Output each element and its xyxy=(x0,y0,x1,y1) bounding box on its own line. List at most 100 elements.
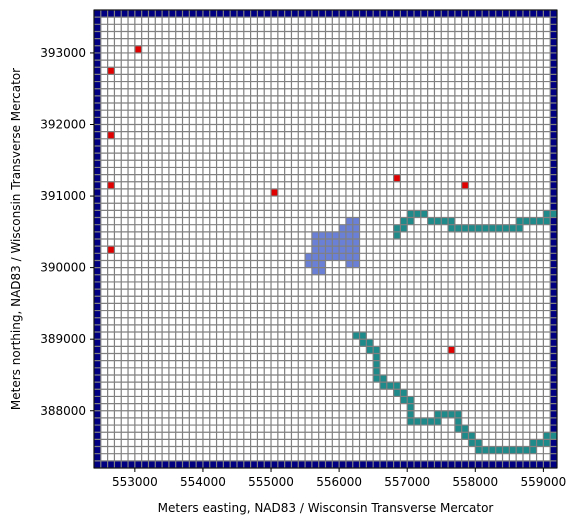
boundary-cell xyxy=(100,10,108,18)
boundary-cell xyxy=(94,110,101,118)
boundary-cell xyxy=(223,10,231,18)
boundary-cell xyxy=(448,460,455,468)
lake-cell xyxy=(318,267,326,275)
x-tick-label: 553000 xyxy=(112,475,158,489)
boundary-cell xyxy=(94,324,101,333)
boundary-cell xyxy=(550,45,557,53)
boundary-cell xyxy=(454,460,462,468)
y-axis-label: Meters northing, NAD83 / Wisconsin Trans… xyxy=(9,68,23,410)
boundary-cell xyxy=(550,145,557,154)
boundary-cell xyxy=(189,10,197,18)
boundary-cell xyxy=(94,260,101,268)
boundary-cell xyxy=(94,382,101,390)
boundary-cell xyxy=(94,153,101,161)
stream-cell xyxy=(502,446,510,454)
stream-cell xyxy=(468,224,476,232)
boundary-cell xyxy=(475,10,483,18)
boundary-cell xyxy=(94,224,101,232)
boundary-cell xyxy=(509,460,517,468)
stream-cell xyxy=(522,446,530,454)
boundary-cell xyxy=(277,10,285,18)
boundary-cell xyxy=(128,10,135,18)
stream-cell xyxy=(468,432,476,440)
boundary-cell xyxy=(311,460,319,468)
boundary-cell xyxy=(550,181,557,189)
boundary-cell xyxy=(94,281,101,290)
boundary-cell xyxy=(550,117,557,125)
lake-cell xyxy=(352,246,360,254)
boundary-cell xyxy=(94,389,101,397)
boundary-cell xyxy=(386,10,394,18)
lake-cell xyxy=(311,267,319,275)
y-tick-label: 390000 xyxy=(40,261,86,275)
boundary-cell xyxy=(550,153,557,161)
boundary-cell xyxy=(550,217,557,225)
boundary-cell xyxy=(345,460,353,468)
boundary-cell xyxy=(550,67,557,75)
boundary-cell xyxy=(550,231,557,239)
boundary-cell xyxy=(196,10,203,18)
boundary-cell xyxy=(550,60,557,68)
stream-cell xyxy=(434,417,442,426)
boundary-cell xyxy=(175,460,183,468)
boundary-cell xyxy=(420,10,428,18)
well-cell xyxy=(461,181,469,189)
boundary-cell xyxy=(550,317,557,325)
boundary-cell xyxy=(94,310,101,318)
boundary-cell xyxy=(550,224,557,232)
boundary-cell xyxy=(318,460,326,468)
stream-cell xyxy=(434,410,442,418)
boundary-cell xyxy=(550,95,557,104)
boundary-cell xyxy=(550,160,557,168)
boundary-cell xyxy=(550,17,557,25)
boundary-cell xyxy=(516,10,523,18)
boundary-cell xyxy=(448,10,455,18)
stream-cell xyxy=(393,382,401,390)
stream-cell xyxy=(448,224,455,232)
boundary-cell xyxy=(107,460,115,468)
stream-cell xyxy=(488,446,496,454)
boundary-cell xyxy=(379,10,387,18)
boundary-cell xyxy=(94,103,101,111)
lake-cell xyxy=(345,239,353,247)
stream-cell xyxy=(461,425,469,433)
y-axis: 388000 389000 390000 391000 392000 393000 xyxy=(40,46,94,418)
boundary-cell xyxy=(223,460,231,468)
boundary-cell xyxy=(148,10,156,18)
boundary-cell xyxy=(393,460,401,468)
boundary-cell xyxy=(468,10,476,18)
y-tick-label: 388000 xyxy=(40,404,86,418)
boundary-cell xyxy=(332,10,340,18)
boundary-cell xyxy=(94,374,101,383)
boundary-cell xyxy=(305,10,312,18)
x-tick-label: 559000 xyxy=(520,475,566,489)
boundary-cell xyxy=(543,460,551,468)
well-cell xyxy=(107,67,115,75)
stream-cell xyxy=(359,339,367,347)
boundary-cell xyxy=(94,17,101,25)
lake-cell xyxy=(352,239,360,247)
stream-cell xyxy=(454,425,462,433)
boundary-cell xyxy=(550,10,557,18)
boundary-cell xyxy=(236,10,244,18)
lake-cell xyxy=(345,246,353,254)
boundary-cell xyxy=(298,460,306,468)
boundary-cell xyxy=(339,10,346,18)
boundary-cell xyxy=(114,460,122,468)
stream-cell xyxy=(509,224,517,232)
stream-cell xyxy=(359,332,367,340)
boundary-cell xyxy=(134,460,142,468)
boundary-cell xyxy=(550,289,557,297)
boundary-cell xyxy=(94,353,101,361)
boundary-cell xyxy=(291,10,299,18)
stream-cell xyxy=(407,210,415,218)
boundary-cell xyxy=(420,460,428,468)
lake-cell xyxy=(352,224,360,232)
cells-layer xyxy=(94,10,557,468)
boundary-cell xyxy=(189,460,197,468)
x-tick-label: 557000 xyxy=(384,475,430,489)
stream-cell xyxy=(420,210,428,218)
stream-cell xyxy=(543,432,551,440)
well-cell xyxy=(107,131,115,139)
boundary-cell xyxy=(243,460,251,468)
